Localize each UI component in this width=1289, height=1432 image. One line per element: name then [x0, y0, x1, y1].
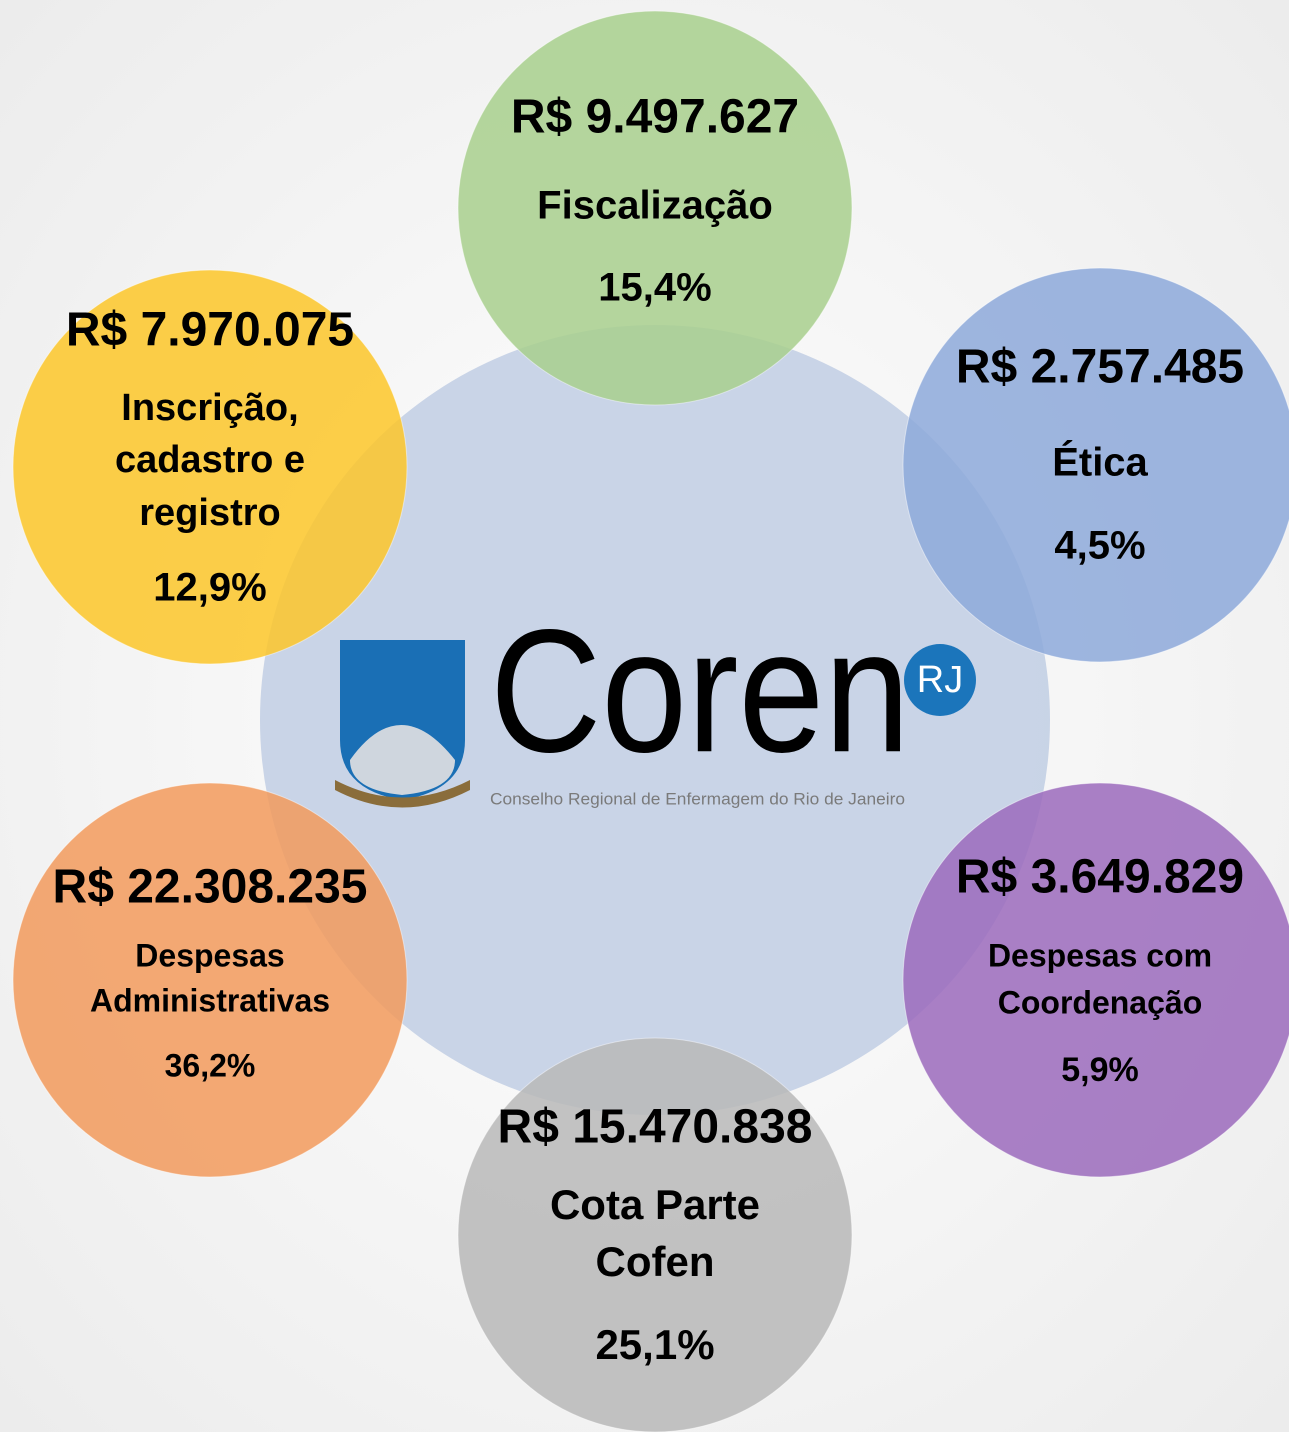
- node-circles: [12, 10, 1289, 1432]
- node-percent: 5,9%: [1061, 1051, 1139, 1089]
- node-label: registro: [139, 492, 280, 534]
- node-percent: 25,1%: [595, 1321, 714, 1368]
- center-circle: [260, 325, 1050, 1115]
- node-label: Despesas com: [988, 937, 1212, 973]
- node-circle: [902, 782, 1289, 1178]
- logo-ribbon: [335, 780, 470, 808]
- node-amount: R$ 7.970.075: [66, 304, 354, 357]
- node-amount: R$ 22.308.235: [53, 861, 368, 914]
- node-circle: [12, 269, 408, 665]
- node-circle: [457, 1037, 853, 1432]
- logo: Coren RJ Conselho Regional de Enfermagem…: [335, 594, 976, 808]
- logo-title: Coren: [490, 594, 910, 789]
- node-amount: R$ 2.757.485: [956, 341, 1244, 394]
- node-label: Coordenação: [998, 984, 1202, 1020]
- logo-shield-detail: [350, 725, 455, 795]
- node-amount: R$ 3.649.829: [956, 851, 1244, 904]
- node-label: Inscrição,: [121, 387, 298, 429]
- node-amount: R$ 15.470.838: [498, 1101, 813, 1154]
- node-label: Administrativas: [90, 982, 330, 1018]
- node-circle: [902, 267, 1289, 663]
- node-circle: [457, 10, 853, 406]
- node-label: Fiscalização: [537, 184, 773, 228]
- node-label: Cofen: [596, 1238, 715, 1285]
- node-percent: 12,9%: [153, 566, 266, 610]
- logo-badge-text: RJ: [917, 659, 963, 701]
- node-percent: 15,4%: [598, 266, 711, 310]
- logo-badge: [904, 644, 976, 716]
- node-label: Despesas: [135, 937, 284, 973]
- node-label: cadastro e: [115, 439, 305, 481]
- node-label: Cota Parte: [550, 1181, 760, 1228]
- node-texts: R$ 9.497.627 Fiscalização 15,4% R$ 7.970.07…: [53, 91, 1245, 1368]
- node-percent: 36,2%: [165, 1047, 256, 1083]
- logo-subtitle: Conselho Regional de Enfermagem do Rio d…: [490, 789, 905, 808]
- node-percent: 4,5%: [1054, 524, 1145, 568]
- node-circle: [12, 782, 408, 1178]
- node-label: Ética: [1052, 440, 1148, 485]
- node-amount: R$ 9.497.627: [511, 91, 799, 144]
